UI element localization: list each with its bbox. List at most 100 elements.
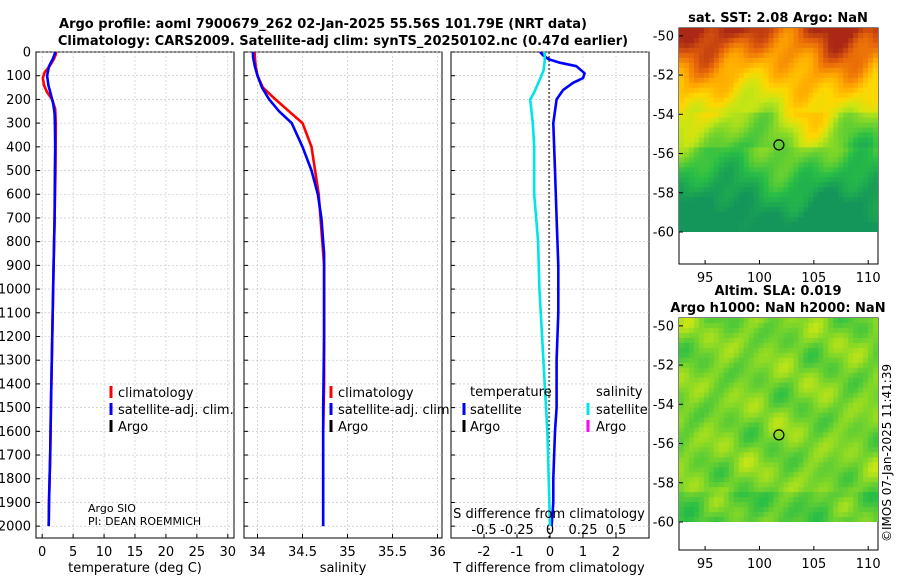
map-cell [728, 167, 735, 173]
map-cell [823, 367, 829, 374]
map-cell [768, 82, 774, 89]
map-cell [738, 497, 745, 503]
map-cell [748, 192, 755, 198]
map-cell [683, 187, 690, 193]
map-cell [873, 387, 878, 394]
map-cell [758, 322, 764, 329]
map-cell [683, 207, 690, 213]
map-cell [833, 137, 839, 143]
map-cell [863, 492, 869, 498]
map-cell [703, 57, 710, 64]
map-cell [698, 87, 705, 94]
map-cell [843, 112, 849, 118]
map-cell [873, 452, 878, 458]
map-cell [723, 377, 730, 384]
map-cell [753, 512, 760, 518]
map-cell [843, 437, 849, 443]
map-cell [863, 197, 869, 203]
map-cell [728, 77, 735, 84]
map-cell [723, 407, 730, 413]
map-cell [863, 62, 869, 69]
map-cell [738, 452, 745, 458]
map-cell [738, 107, 745, 113]
map-cell [713, 62, 720, 69]
map-cell [763, 47, 769, 54]
map-cell [738, 357, 745, 364]
map-cell [758, 222, 764, 228]
map-cell [698, 112, 705, 118]
map-cell [753, 462, 760, 468]
map-cell [768, 182, 774, 188]
map-cell [788, 507, 794, 513]
map-cell [783, 227, 789, 232]
map-cell [818, 87, 824, 94]
map-cell [798, 147, 804, 153]
map-cell [693, 222, 700, 228]
map-cell [758, 177, 764, 183]
map-cell [703, 497, 710, 503]
map-cell [718, 327, 725, 334]
map-cell [838, 442, 844, 448]
map-cell [793, 347, 799, 354]
map-cell [723, 52, 730, 59]
map-cell [679, 172, 685, 178]
map-cell [763, 487, 769, 493]
map-cell [868, 172, 874, 178]
map-cell [828, 182, 834, 188]
map-cell [853, 52, 859, 59]
map-cell [828, 62, 834, 69]
map-cell [808, 157, 814, 163]
map-cell [698, 152, 705, 158]
map-cell [688, 477, 695, 483]
depth-tick-label: 1900 [0, 496, 31, 511]
map-cell [753, 367, 760, 374]
map-cell [833, 47, 839, 54]
map-cell [828, 382, 834, 389]
map-cell [738, 72, 745, 79]
map-cell [778, 367, 784, 374]
map-cell [758, 327, 764, 334]
x-tick-label: 34 [249, 545, 266, 560]
map-cell [718, 177, 725, 183]
map-cell [708, 512, 715, 518]
map-cell [838, 402, 844, 408]
map-cell [863, 497, 869, 503]
salinity-tick-labels: 34 34.5 35 35.5 36 [249, 545, 446, 560]
map-cell [813, 177, 819, 183]
map-cell [768, 167, 774, 173]
map-cell [733, 77, 740, 84]
map-cell [703, 117, 710, 123]
map-cell [778, 42, 784, 49]
map-cell [753, 352, 760, 359]
map-cell [753, 502, 760, 508]
map-cell [853, 387, 859, 394]
map-cell [723, 62, 730, 69]
map-cell [738, 102, 745, 109]
map-cell [863, 362, 869, 369]
map-cell [738, 332, 745, 339]
map-cell [753, 72, 760, 79]
map-cell [843, 77, 849, 84]
map-cell [778, 492, 784, 498]
map-cell [693, 417, 700, 423]
map-cell [793, 332, 799, 339]
map-cell [713, 177, 720, 183]
map-cell [783, 437, 789, 443]
map-cell [733, 197, 740, 203]
map-cell [853, 87, 859, 94]
x-tick-label: 0 [546, 545, 554, 560]
map-cell [693, 507, 700, 513]
map-cell [768, 362, 774, 369]
map-cell [788, 172, 794, 178]
map-cell [703, 452, 710, 458]
map-cell [768, 318, 774, 324]
map-cell [808, 372, 814, 379]
map-cell [683, 507, 690, 513]
map-cell [693, 117, 700, 123]
map-cell [738, 37, 745, 44]
map-cell [728, 212, 735, 218]
map-cell [818, 442, 824, 448]
map-cell [738, 212, 745, 218]
map-cell [738, 202, 745, 208]
map-cell [838, 67, 844, 74]
